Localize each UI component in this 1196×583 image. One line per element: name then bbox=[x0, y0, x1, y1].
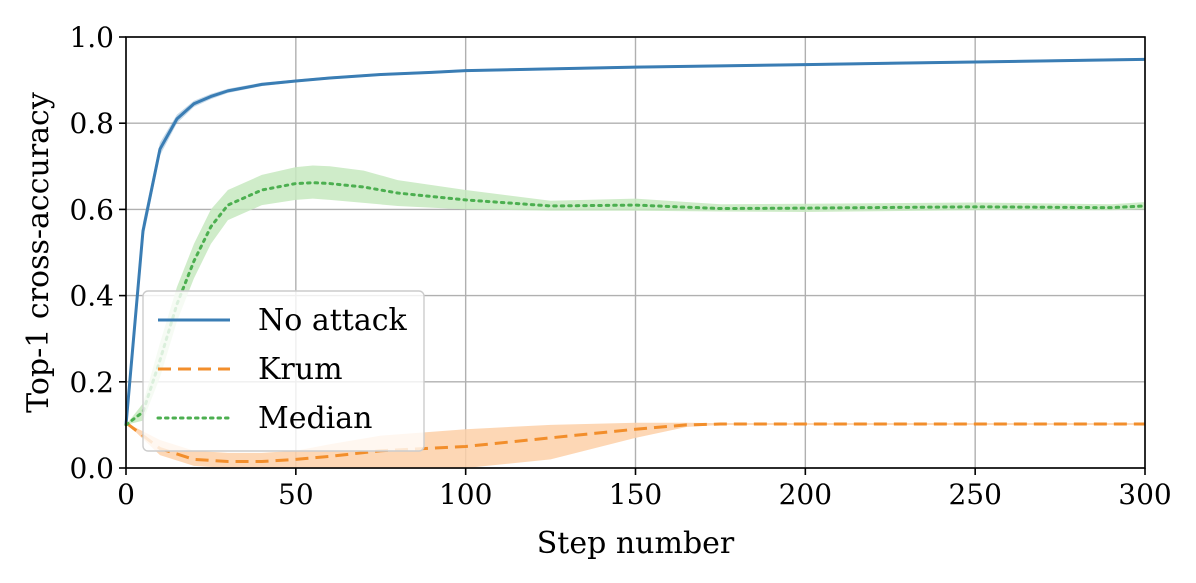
no-attack-line bbox=[124, 57, 1146, 426]
krum-band bbox=[126, 422, 1145, 468]
y-tick-label: 1.0 bbox=[69, 21, 114, 54]
legend-label-median: Median bbox=[258, 401, 372, 436]
legend-label-krum: Krum bbox=[258, 352, 343, 387]
median-band bbox=[126, 165, 1145, 425]
y-axis-label: Top-1 cross-accuracy bbox=[21, 92, 56, 413]
axis-ticks: 0 50 100 150 200 250 300 0.0 0.2 0.4 0.6 0.8 1.0 bbox=[69, 21, 1171, 511]
legend-box bbox=[142, 290, 425, 452]
legend-label-no-attack: No attack bbox=[258, 303, 408, 338]
y-tick-label: 0.4 bbox=[69, 280, 114, 313]
x-tick-label: 50 bbox=[278, 478, 314, 511]
x-tick-label: 200 bbox=[779, 478, 832, 511]
legend: No attack Krum Median bbox=[142, 290, 425, 452]
median-line bbox=[124, 181, 1147, 427]
y-tick-label: 0.6 bbox=[69, 193, 114, 226]
x-tick-label: 0 bbox=[117, 478, 135, 511]
x-tick-label: 100 bbox=[439, 478, 492, 511]
x-tick-label: 250 bbox=[948, 478, 1001, 511]
y-tick-label: 0.0 bbox=[69, 452, 114, 485]
y-tick-label: 0.2 bbox=[69, 366, 114, 399]
confidence-bands bbox=[126, 58, 1145, 468]
x-tick-label: 300 bbox=[1118, 478, 1171, 511]
x-axis-label: Step number bbox=[537, 526, 735, 561]
y-tick-label: 0.8 bbox=[69, 107, 114, 140]
x-tick-label: 150 bbox=[609, 478, 662, 511]
